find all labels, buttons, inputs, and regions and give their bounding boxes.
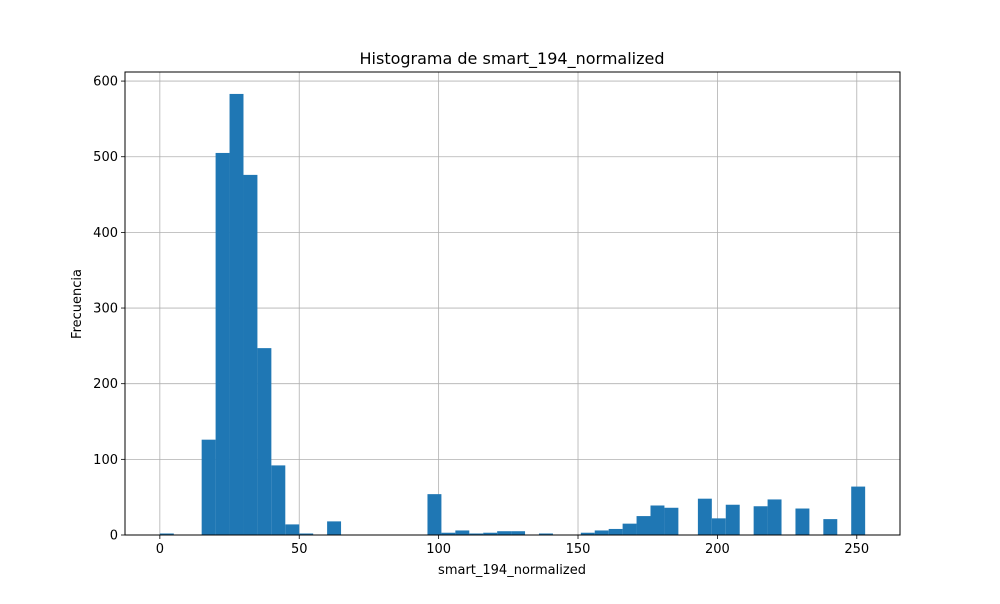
histogram-bar [327, 521, 342, 535]
x-axis-label: smart_194_normalized [438, 563, 586, 578]
y-tick-label: 600 [93, 75, 118, 90]
histogram-bar [795, 508, 810, 535]
y-tick-label: 400 [93, 226, 118, 241]
plot-frame [124, 71, 901, 536]
x-tick-label: 150 [566, 542, 591, 557]
histogram-bar [299, 533, 314, 535]
histogram-bar [215, 152, 230, 535]
y-tick-label: 300 [93, 302, 118, 317]
histogram-bar [851, 486, 866, 535]
histogram-bar [753, 506, 768, 535]
chart-title: Histograma de smart_194_normalized [360, 49, 665, 69]
histogram-bar [257, 348, 272, 535]
histogram-bar [622, 523, 637, 535]
histogram-bar [608, 528, 623, 535]
y-tick-label: 100 [93, 453, 118, 468]
histogram-bar [229, 93, 244, 535]
x-axis-ticks: 0 50 100 150 200 250 [156, 535, 869, 557]
histogram-bar [159, 533, 174, 535]
histogram-bar [427, 494, 442, 535]
histogram-bar [711, 518, 726, 535]
histogram-bar [594, 530, 609, 535]
histogram-bar [469, 533, 484, 535]
histogram-bar [650, 505, 665, 535]
histogram-bar [725, 504, 740, 535]
x-tick-label: 200 [705, 542, 730, 557]
histogram-bar [636, 516, 651, 535]
histogram-bar [823, 519, 838, 535]
x-tick-label: 50 [291, 542, 308, 557]
histogram-bar [697, 498, 712, 535]
y-tick-label: 200 [93, 377, 118, 392]
histogram-bar [285, 524, 300, 535]
x-tick-label: 250 [844, 542, 869, 557]
histogram-bar [497, 531, 512, 535]
histogram-bar [243, 174, 258, 535]
x-tick-label: 0 [156, 542, 164, 557]
bars [159, 93, 866, 535]
y-axis-ticks: 0 100 200 300 400 500 600 [93, 75, 125, 544]
histogram-bar [538, 533, 553, 535]
histogram-bar [455, 530, 470, 535]
histogram-bar [441, 532, 456, 535]
y-tick-label: 500 [93, 150, 118, 165]
y-tick-label: 0 [110, 529, 118, 544]
histogram-bar [201, 439, 216, 535]
x-tick-label: 100 [426, 542, 451, 557]
histogram-bar [271, 465, 286, 535]
histogram-bar [511, 531, 526, 535]
histogram-bar [664, 507, 679, 535]
histogram-bar [580, 532, 595, 535]
histogram-bar [483, 532, 498, 535]
y-axis-label: Frecuencia [70, 269, 85, 339]
histogram-bar [767, 499, 782, 535]
